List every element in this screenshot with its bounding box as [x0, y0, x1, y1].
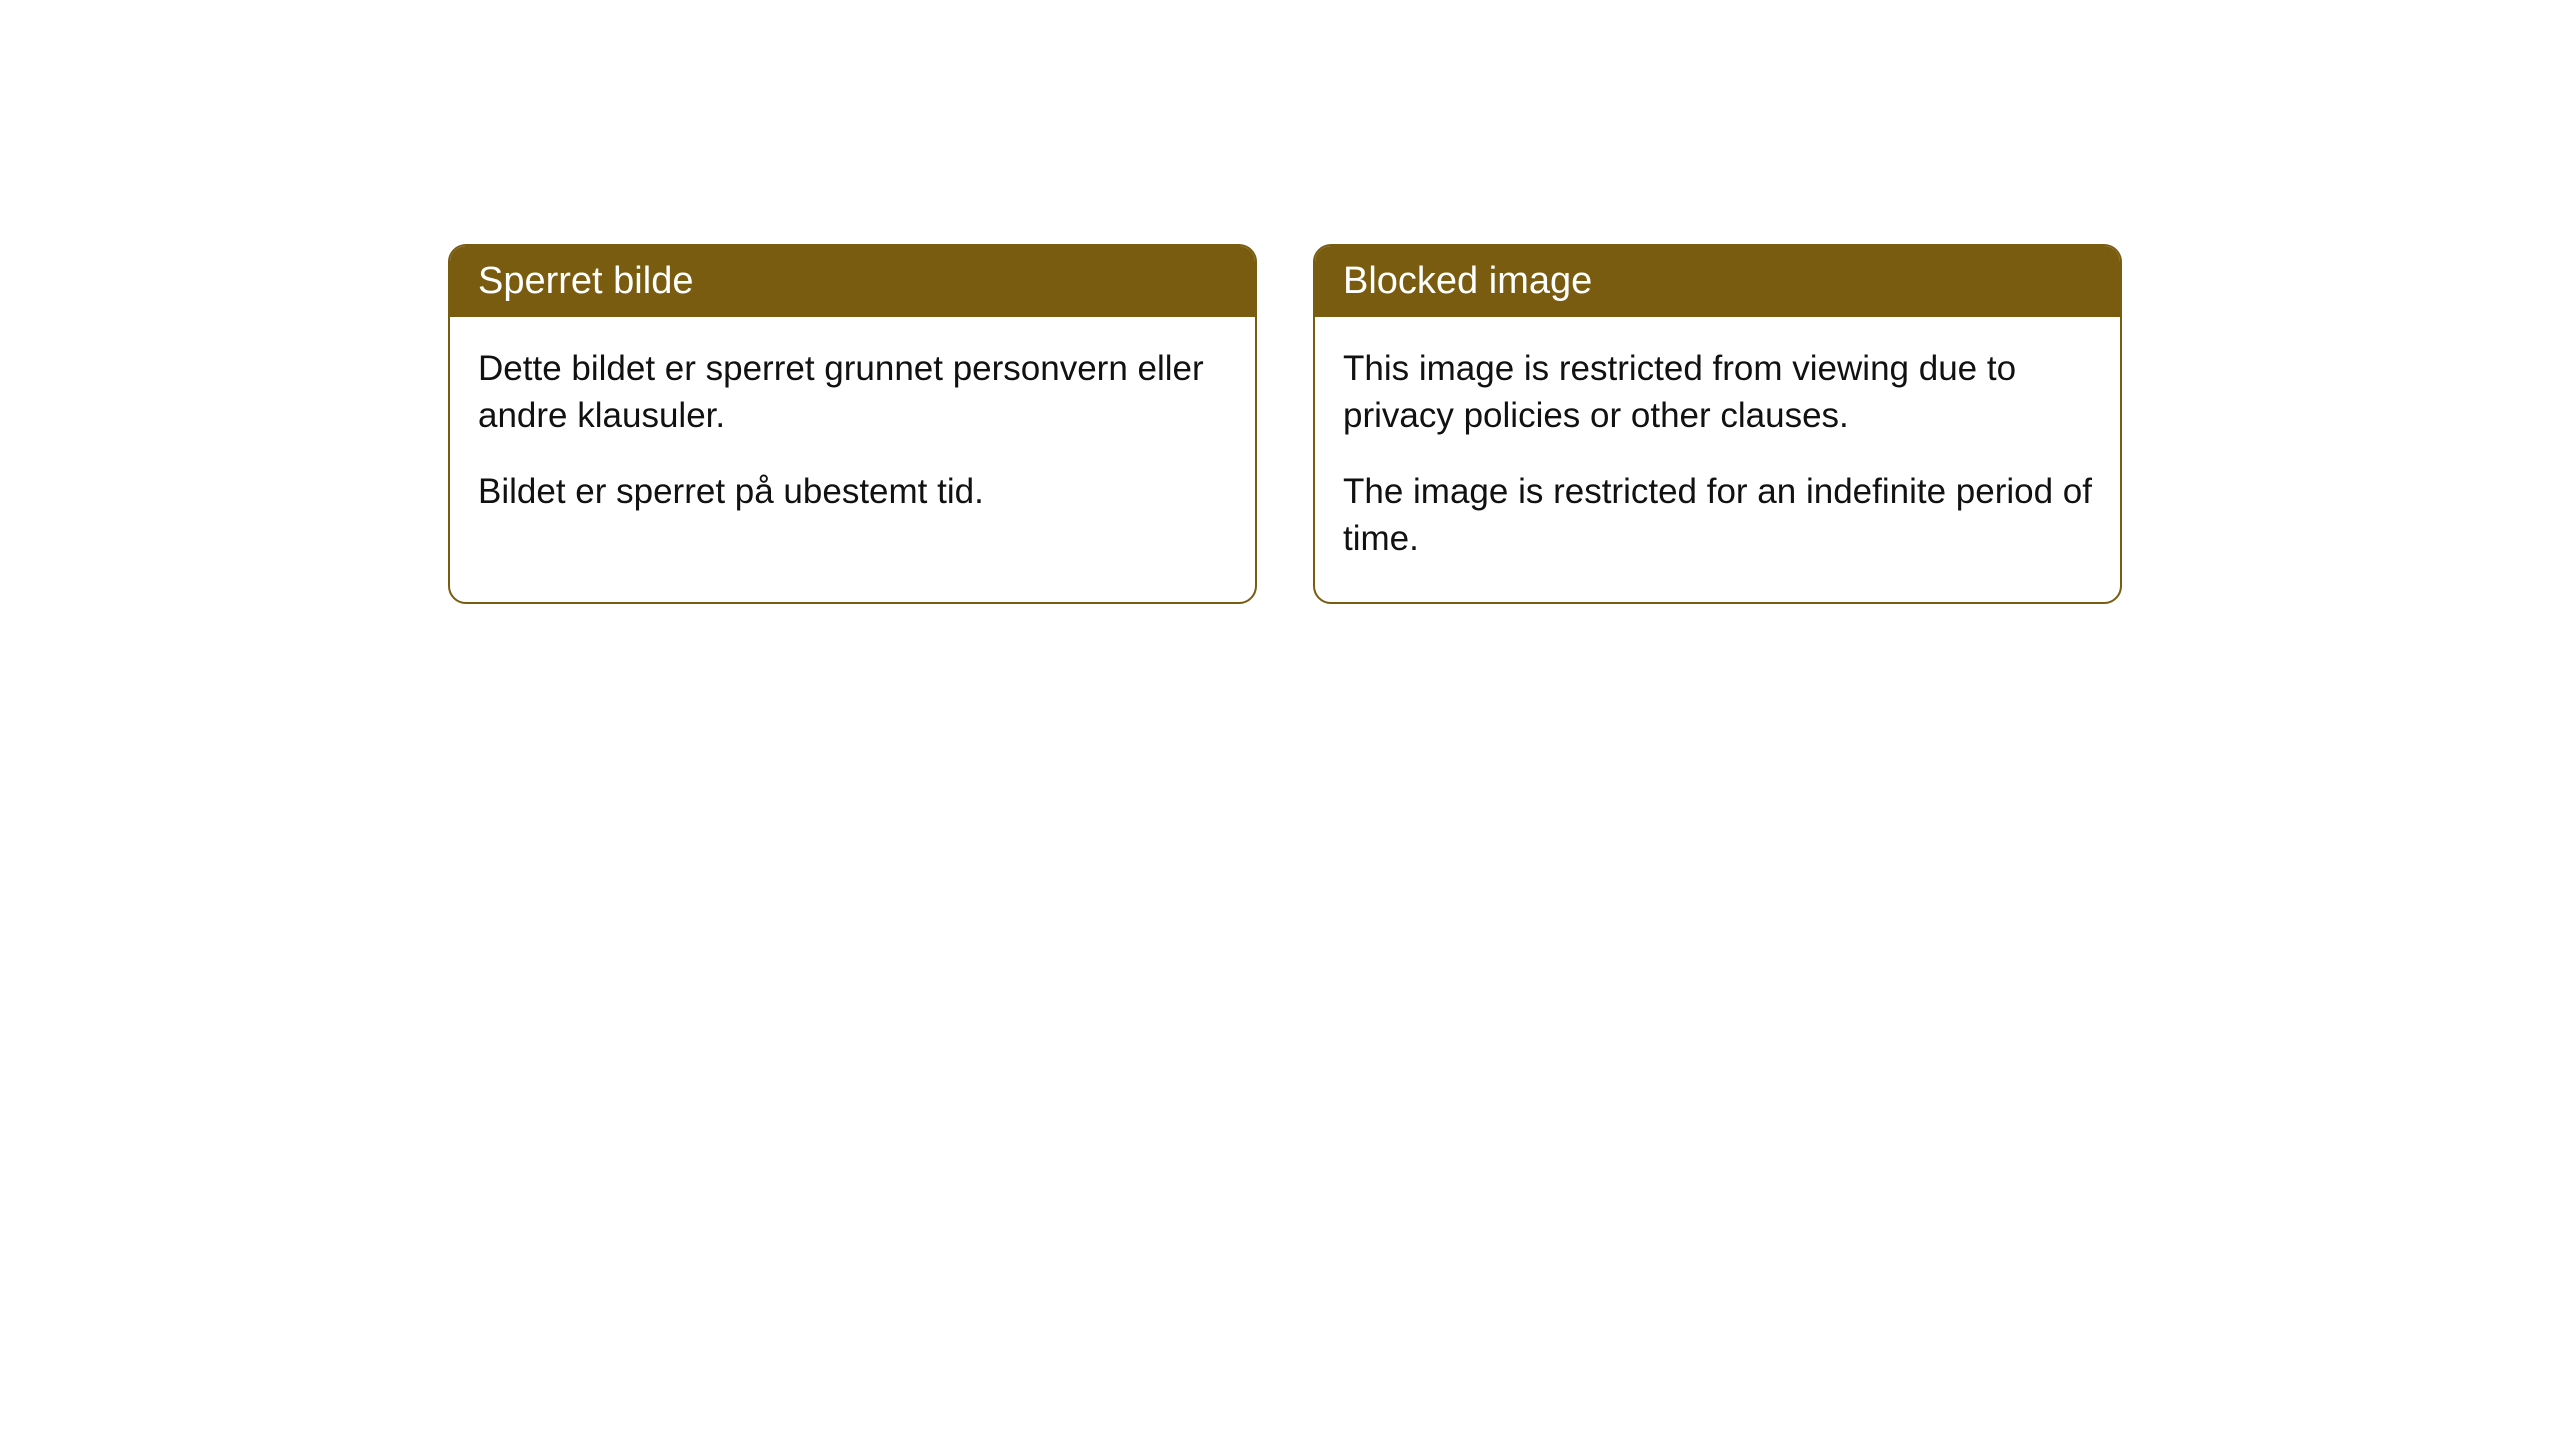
notice-paragraph: The image is restricted for an indefinit… [1343, 468, 2092, 563]
notice-cards-container: Sperret bilde Dette bildet er sperret gr… [0, 0, 2560, 604]
card-header: Blocked image [1315, 246, 2120, 317]
notice-card-norwegian: Sperret bilde Dette bildet er sperret gr… [448, 244, 1257, 604]
notice-paragraph: Dette bildet er sperret grunnet personve… [478, 345, 1227, 440]
notice-paragraph: This image is restricted from viewing du… [1343, 345, 2092, 440]
card-header: Sperret bilde [450, 246, 1255, 317]
notice-card-english: Blocked image This image is restricted f… [1313, 244, 2122, 604]
card-body: Dette bildet er sperret grunnet personve… [450, 317, 1255, 555]
card-body: This image is restricted from viewing du… [1315, 317, 2120, 602]
notice-paragraph: Bildet er sperret på ubestemt tid. [478, 468, 1227, 515]
